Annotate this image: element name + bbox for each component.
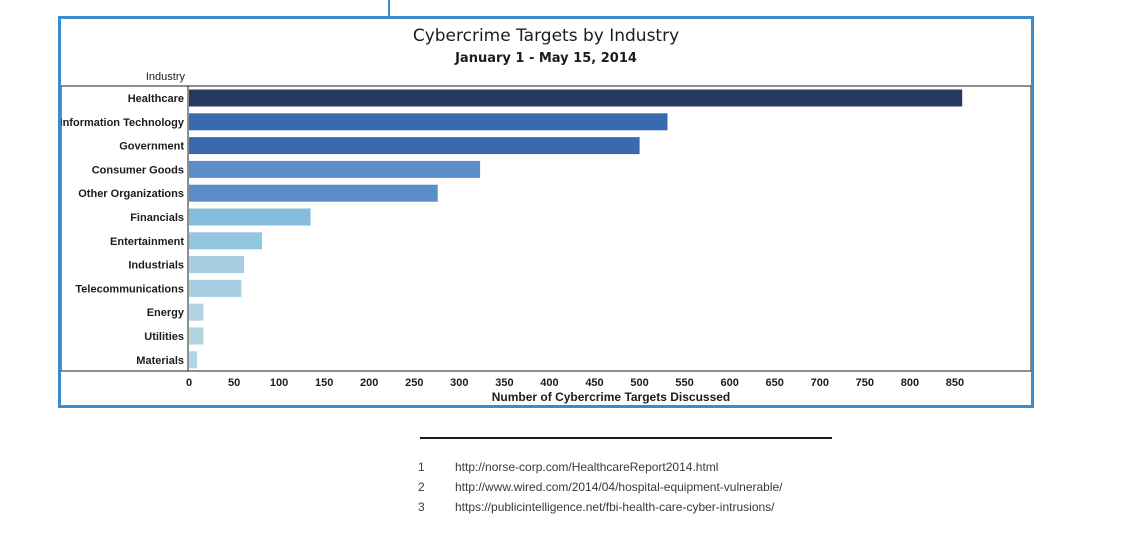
x-tick-label: 350 (495, 377, 513, 389)
chart-frame: Cybercrime Targets by Industry January 1… (58, 16, 1034, 408)
category-label: Telecommunications (75, 283, 184, 295)
bar (189, 351, 198, 369)
bar (189, 113, 668, 131)
footnote-number: 3 (418, 500, 425, 514)
footnote-link[interactable]: https://publicintelligence.net/fbi-healt… (455, 500, 775, 514)
x-tick-label: 150 (315, 377, 333, 389)
x-tick-label: 750 (856, 377, 874, 389)
x-tick-label: 50 (228, 377, 240, 389)
category-label: Information Technology (61, 117, 185, 129)
x-tick-label: 300 (450, 377, 468, 389)
x-tick-label: 500 (630, 377, 648, 389)
footnote-link[interactable]: http://www.wired.com/2014/04/hospital-eq… (455, 480, 783, 494)
x-tick-label: 600 (721, 377, 739, 389)
category-label: Utilities (144, 331, 184, 343)
footnote-item: 3 https://publicintelligence.net/fbi-heal… (418, 497, 783, 517)
x-tick-label: 0 (186, 377, 192, 389)
plot-area (61, 85, 1031, 372)
category-labels: Healthcare Information Technology Governme… (61, 93, 185, 367)
footnote-item: 1 http://norse-corp.com/HealthcareReport2… (418, 457, 783, 477)
bar (189, 256, 244, 274)
x-tick-label: 650 (766, 377, 784, 389)
footnote-rule (420, 437, 832, 439)
footnotes-list: 1 http://norse-corp.com/HealthcareReport2… (418, 457, 783, 517)
category-label: Consumer Goods (92, 164, 184, 176)
bar (189, 327, 204, 345)
footnote-number: 2 (418, 480, 425, 494)
category-label: Healthcare (128, 93, 184, 105)
category-label: Energy (147, 307, 185, 319)
bars-group (189, 89, 963, 369)
bar (189, 303, 204, 321)
bar (189, 184, 438, 202)
footnote-link[interactable]: http://norse-corp.com/HealthcareReport20… (455, 460, 719, 474)
bar (189, 279, 242, 297)
bar (189, 89, 963, 107)
chart-subtitle: January 1 - May 15, 2014 (454, 51, 637, 66)
category-label: Industrials (128, 260, 184, 272)
x-tick-label: 700 (811, 377, 829, 389)
y-axis-title: Industry (146, 71, 186, 83)
x-tick-label: 800 (901, 377, 919, 389)
x-tick-label: 850 (946, 377, 964, 389)
footnote-item: 2 http://www.wired.com/2014/04/hospital-e… (418, 477, 783, 497)
category-label: Financials (130, 212, 184, 224)
bar (189, 232, 262, 250)
x-tick-label: 250 (405, 377, 423, 389)
chart-title: Cybercrime Targets by Industry (413, 26, 679, 46)
connector-line (388, 0, 390, 17)
x-axis-title: Number of Cybercrime Targets Discussed (492, 390, 731, 404)
category-label: Other Organizations (78, 188, 184, 200)
x-tick-label: 200 (360, 377, 378, 389)
x-tick-label: 400 (540, 377, 558, 389)
x-tick-label: 550 (675, 377, 693, 389)
category-label: Government (119, 141, 184, 153)
category-label: Entertainment (110, 236, 184, 248)
x-tick-label: 100 (270, 377, 288, 389)
bar (189, 160, 481, 178)
footnote-number: 1 (418, 460, 425, 474)
bar (189, 137, 640, 155)
category-label: Materials (136, 355, 184, 367)
bar (189, 208, 311, 226)
x-tick-labels: 0 50 100 150 200 250 300 350 400 450 500 550 600 650 7… (186, 377, 964, 389)
bar-chart: Cybercrime Targets by Industry January 1… (61, 26, 1031, 404)
x-tick-label: 450 (585, 377, 603, 389)
